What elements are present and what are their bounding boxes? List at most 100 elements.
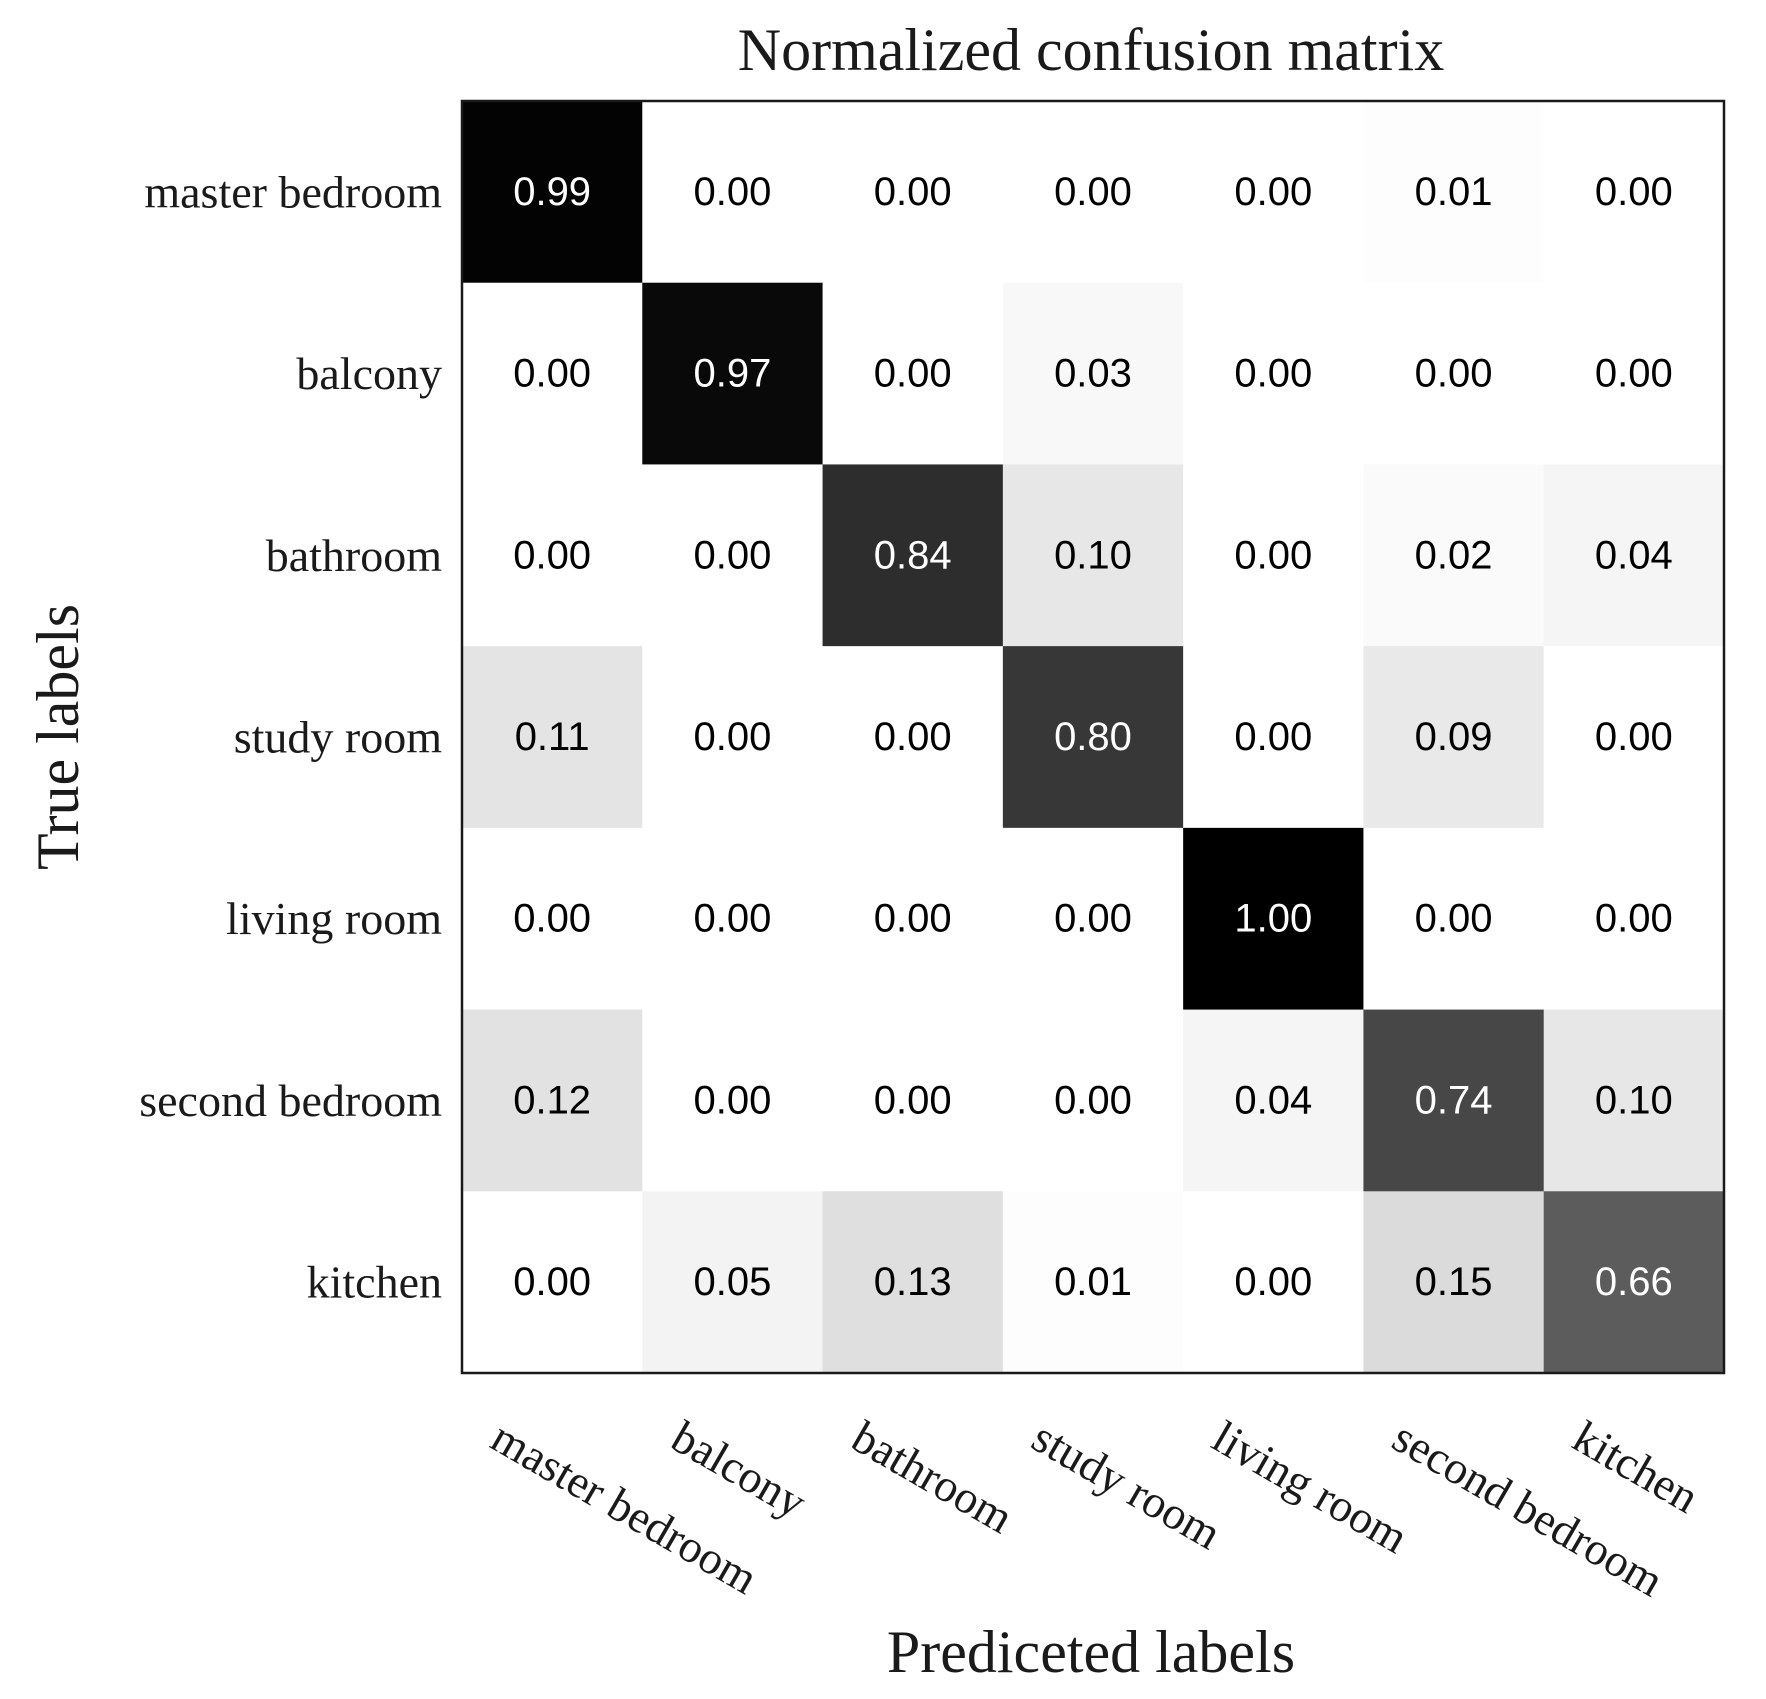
heatmap-cell (1543, 1009, 1725, 1192)
heatmap-cell-value: 0.00 (693, 1078, 771, 1122)
heatmap-cell-value: 0.84 (874, 533, 952, 577)
heatmap-cell (642, 1009, 824, 1192)
heatmap-cell (822, 1009, 1004, 1192)
heatmap-cell-value: 0.00 (1415, 897, 1493, 941)
heatmap-cell-value: 0.13 (874, 1260, 952, 1304)
y-tick-labels: master bedroom balcony bathroom study room l… (139, 166, 442, 1307)
heatmap-cell (822, 1191, 1004, 1374)
heatmap-cell-value: 0.00 (874, 170, 952, 214)
heatmap-cell-value: 0.04 (1595, 533, 1673, 577)
heatmap-cell-value: 0.00 (1234, 715, 1312, 759)
heatmap-cell (462, 101, 643, 284)
heatmap-cell (1543, 1191, 1725, 1374)
heatmap-cell (1363, 464, 1545, 647)
heatmap-cell (1183, 101, 1364, 284)
heatmap-cell-value: 0.00 (1415, 352, 1493, 396)
heatmap-cell (1363, 827, 1545, 1011)
x-tick-label: living room (1204, 1411, 1417, 1563)
heatmap-cell (1543, 101, 1725, 284)
heatmap-cell-value: 0.00 (874, 1078, 952, 1122)
heatmap-cell-value: 0.00 (693, 170, 771, 214)
heatmap-cell (1543, 646, 1725, 829)
y-tick-label: kitchen (307, 1257, 442, 1308)
y-tick-label: study room (234, 712, 443, 763)
heatmap-cell-value: 0.03 (1054, 352, 1132, 396)
heatmap-cells (462, 101, 1725, 1374)
heatmap-cell (1002, 1009, 1184, 1192)
heatmap-cell-value: 0.11 (515, 715, 590, 759)
x-axis-label: Prediceted labels (887, 1619, 1295, 1685)
heatmap-cell-value: 0.00 (513, 1260, 591, 1304)
heatmap-cell (1183, 282, 1364, 465)
heatmap-cell-value: 0.00 (1595, 170, 1673, 214)
heatmap-cell-value: 0.10 (1054, 533, 1132, 577)
heatmap-cell-value: 0.05 (693, 1260, 771, 1304)
heatmap-cell (1543, 827, 1725, 1011)
heatmap-cell (1363, 101, 1545, 284)
heatmap-cell (822, 282, 1004, 465)
heatmap-cell-value: 0.97 (693, 352, 771, 396)
heatmap-cell-value: 0.00 (1054, 1078, 1132, 1122)
plot-frame (460, 99, 1726, 1375)
heatmap-cell-value: 0.74 (1415, 1078, 1493, 1122)
heatmap-cell (1183, 1191, 1364, 1374)
heatmap-cell-value: 0.00 (693, 897, 771, 941)
y-tick-label: living room (226, 893, 442, 944)
heatmap-cell (462, 282, 643, 465)
y-tick-label: balcony (296, 348, 442, 399)
heatmap-cell (1002, 1191, 1184, 1374)
heatmap-cell (822, 464, 1004, 647)
heatmap-cell-value: 0.10 (1595, 1078, 1673, 1122)
heatmap-cell (642, 464, 824, 647)
heatmap-cell-value: 0.00 (513, 897, 591, 941)
heatmap-cell-value: 0.00 (1234, 1260, 1312, 1304)
heatmap-cell (1543, 464, 1725, 647)
heatmap-cell-value: 0.00 (1234, 533, 1312, 577)
heatmap-cell-value: 0.01 (1415, 170, 1493, 214)
heatmap-cell-value: 0.00 (513, 533, 591, 577)
heatmap-cell (462, 827, 643, 1011)
heatmap-cell-value: 0.15 (1415, 1260, 1493, 1304)
heatmap-cell-value: 0.00 (1054, 897, 1132, 941)
chart-title: Normalized confusion matrix (738, 17, 1444, 83)
heatmap-cell-value: 0.00 (1234, 352, 1312, 396)
heatmap-cell-value: 0.66 (1595, 1260, 1673, 1304)
heatmap-cell-value: 0.09 (1415, 715, 1493, 759)
x-tick-label: balcony (663, 1411, 815, 1528)
heatmap-cell (642, 646, 824, 829)
heatmap-cell (822, 827, 1004, 1011)
y-tick-label: second bedroom (139, 1075, 442, 1126)
heatmap-cell (462, 1009, 643, 1192)
heatmap-cell-value: 0.00 (874, 897, 952, 941)
heatmap-cell (642, 827, 824, 1011)
heatmap-cell (1183, 464, 1364, 647)
heatmap-cell-value: 0.12 (513, 1078, 591, 1122)
y-axis-label: True labels (25, 604, 91, 870)
heatmap-cell-labels: 0.99 0.00 0.00 0.00 0.00 0.01 0.00 0.00 0.97 0.00… (513, 170, 1673, 1304)
heatmap-cell (462, 646, 643, 829)
heatmap-cell-value: 0.02 (1415, 533, 1493, 577)
heatmap-cell-value: 0.00 (1595, 897, 1673, 941)
x-tick-label: kitchen (1565, 1411, 1708, 1523)
heatmap-cell (1002, 282, 1184, 465)
heatmap-cell-value: 0.04 (1234, 1078, 1312, 1122)
y-tick-label: master bedroom (144, 166, 442, 217)
heatmap-cell (642, 282, 824, 465)
heatmap-cell (822, 646, 1004, 829)
x-tick-label: bathroom (844, 1411, 1022, 1543)
heatmap-cell (1002, 464, 1184, 647)
heatmap-cell (462, 464, 643, 647)
heatmap-cell (1183, 1009, 1364, 1192)
heatmap-cell (1183, 646, 1364, 829)
heatmap-cell-value: 0.00 (693, 715, 771, 759)
heatmap-cell (462, 1191, 643, 1374)
heatmap-cell (1363, 1191, 1545, 1374)
heatmap-cell-value: 0.99 (513, 170, 591, 214)
heatmap-cell (1183, 827, 1364, 1011)
heatmap-cell-value: 0.00 (1595, 715, 1673, 759)
heatmap-cell-value: 0.00 (1234, 170, 1312, 214)
heatmap-cell-value: 0.00 (1054, 170, 1132, 214)
heatmap-cell (1002, 101, 1184, 284)
